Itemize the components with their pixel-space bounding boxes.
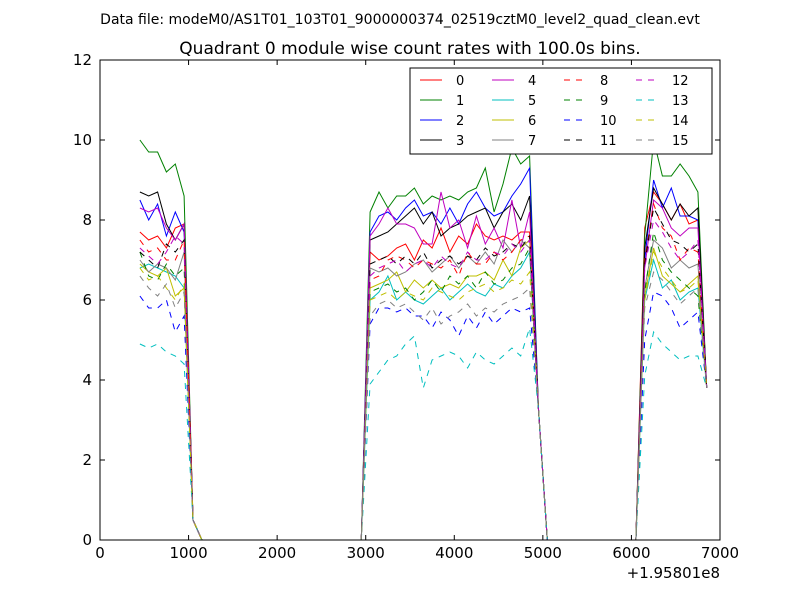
- x-tick-label: 0: [95, 544, 105, 562]
- y-tick-label: 2: [82, 451, 92, 469]
- series-line-1: [139, 139, 708, 541]
- series-line-2: [139, 166, 708, 541]
- x-tick-label: 5000: [524, 544, 562, 562]
- legend-box: [409, 67, 713, 155]
- legend-label: 0: [456, 74, 464, 89]
- x-offset-label: +1.95801e8: [627, 564, 720, 582]
- legend-label: 10: [600, 114, 617, 129]
- x-tick-label: 3000: [347, 544, 385, 562]
- figure-suptitle: Data file: modeM0/AS1T01_103T01_90000003…: [100, 12, 700, 28]
- series-layer: [139, 139, 708, 541]
- legend-label: 13: [672, 94, 689, 109]
- legend-label: 8: [600, 74, 608, 89]
- x-tick-label: 4000: [435, 544, 473, 562]
- series-line-4: [139, 191, 708, 541]
- series-line-9: [139, 231, 708, 541]
- y-tick-label: 12: [73, 51, 92, 69]
- legend-label: 12: [672, 74, 689, 89]
- legend-label: 7: [528, 134, 536, 149]
- x-tick-label: 7000: [701, 544, 739, 562]
- series-line-10: [139, 291, 708, 541]
- y-tick-label: 8: [82, 211, 92, 229]
- series-line-8: [139, 202, 708, 541]
- series-line-13: [139, 327, 708, 541]
- series-line-12: [139, 218, 708, 541]
- legend-label: 1: [456, 94, 464, 109]
- x-tick-label: 1000: [169, 544, 207, 562]
- y-tick-label: 10: [73, 131, 92, 149]
- y-tick-label: 0: [82, 531, 92, 549]
- legend-label: 15: [672, 134, 689, 149]
- y-tick-label: 6: [82, 291, 92, 309]
- series-line-6: [139, 238, 708, 541]
- legend-label: 6: [528, 114, 536, 129]
- legend-label: 14: [672, 114, 689, 129]
- legend-label: 2: [456, 114, 464, 129]
- y-tick-label: 4: [82, 371, 92, 389]
- x-tick-label: 2000: [258, 544, 296, 562]
- legend-label: 3: [456, 134, 464, 149]
- series-line-3: [139, 186, 708, 541]
- legend-label: 5: [528, 94, 536, 109]
- legend-label: 4: [528, 74, 536, 89]
- legend-label: 9: [600, 94, 608, 109]
- chart-title: Quadrant 0 module wise count rates with …: [179, 39, 640, 59]
- legend-label: 11: [600, 134, 617, 149]
- x-tick-label: 6000: [612, 544, 650, 562]
- series-line-7: [139, 238, 708, 541]
